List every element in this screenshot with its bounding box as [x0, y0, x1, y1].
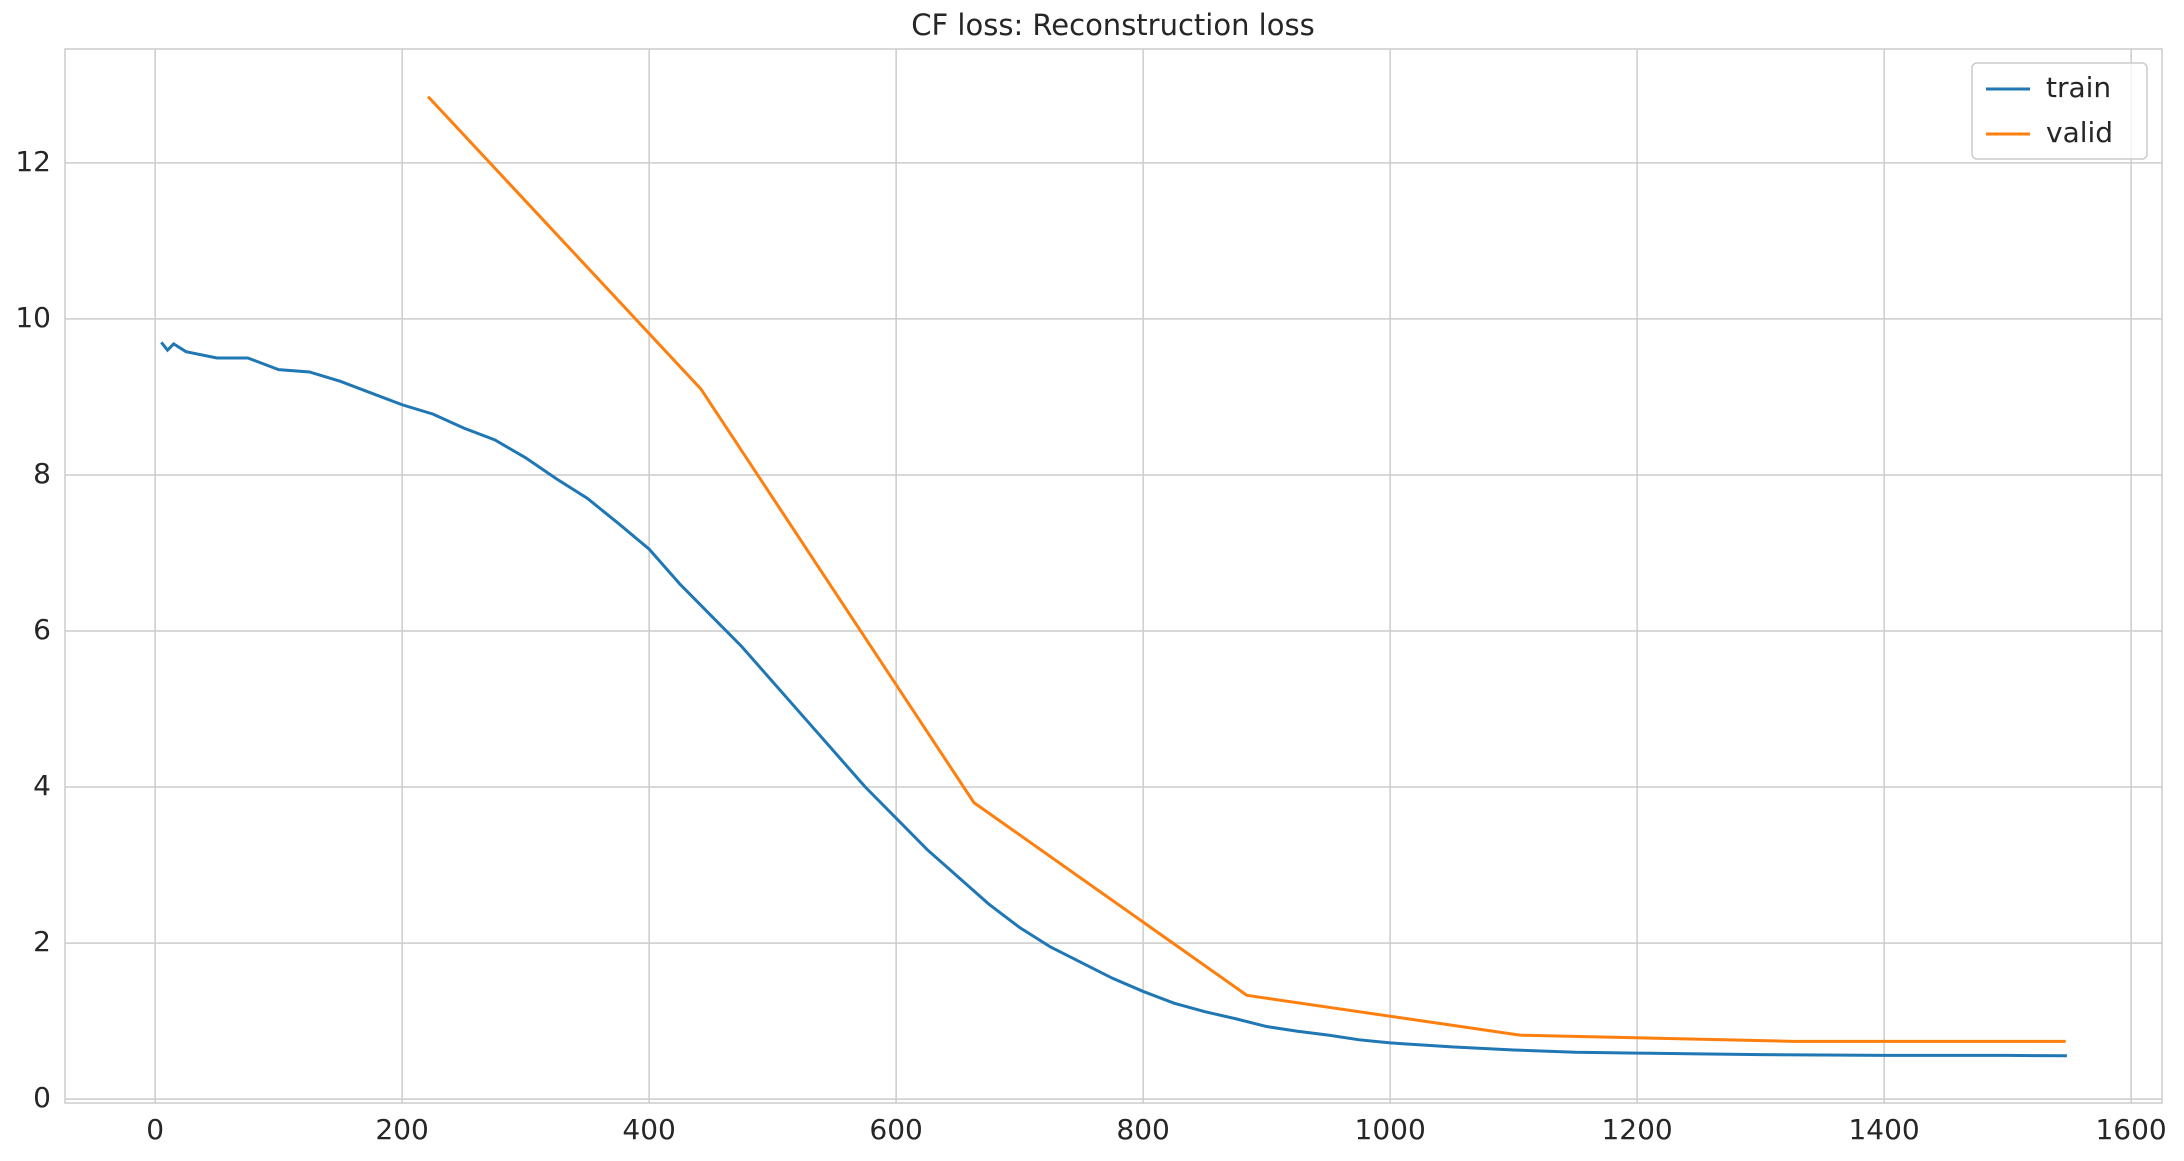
x-tick-label: 1400	[1848, 1113, 1919, 1146]
y-tick-label: 2	[33, 925, 51, 958]
x-tick-label: 200	[375, 1113, 428, 1146]
series-line	[426, 95, 2066, 1043]
y-tick-label: 6	[33, 613, 51, 646]
y-tick-label: 4	[33, 769, 51, 802]
y-tick-label: 10	[15, 301, 51, 334]
y-tick-label: 8	[33, 457, 51, 490]
y-tick-label: 12	[15, 145, 51, 178]
x-tick-label: 400	[622, 1113, 675, 1146]
x-tick-label: 1600	[2095, 1113, 2166, 1146]
x-tick-label: 800	[1116, 1113, 1169, 1146]
series-line	[160, 341, 2067, 1058]
x-tick-label: 1000	[1355, 1113, 1426, 1146]
chart-title: CF loss: Reconstruction loss	[911, 8, 1314, 42]
legend-label: valid	[2046, 116, 2113, 149]
x-tick-label: 0	[146, 1113, 164, 1146]
legend-label: train	[2046, 71, 2111, 104]
y-tick-label: 0	[33, 1081, 51, 1114]
plot-frame	[64, 48, 2163, 1104]
x-tick-label: 1200	[1601, 1113, 1672, 1146]
x-tick-label: 600	[869, 1113, 922, 1146]
